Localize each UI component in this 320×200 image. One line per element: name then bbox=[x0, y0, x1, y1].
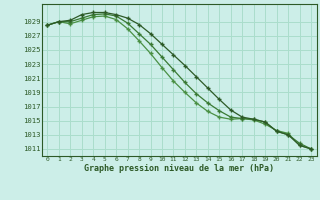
X-axis label: Graphe pression niveau de la mer (hPa): Graphe pression niveau de la mer (hPa) bbox=[84, 164, 274, 173]
